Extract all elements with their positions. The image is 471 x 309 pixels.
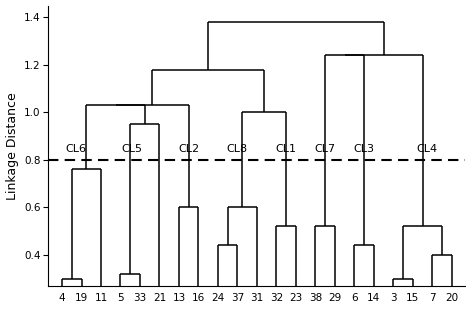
Text: CL2: CL2 — [178, 144, 199, 154]
Text: CL5: CL5 — [122, 144, 143, 154]
Text: CL4: CL4 — [416, 144, 437, 154]
Text: CL6: CL6 — [65, 144, 86, 154]
Text: CL1: CL1 — [276, 144, 297, 154]
Text: CL7: CL7 — [315, 144, 336, 154]
Y-axis label: Linkage Distance: Linkage Distance — [6, 92, 18, 200]
Text: CL3: CL3 — [354, 144, 374, 154]
Text: CL8: CL8 — [227, 144, 248, 154]
